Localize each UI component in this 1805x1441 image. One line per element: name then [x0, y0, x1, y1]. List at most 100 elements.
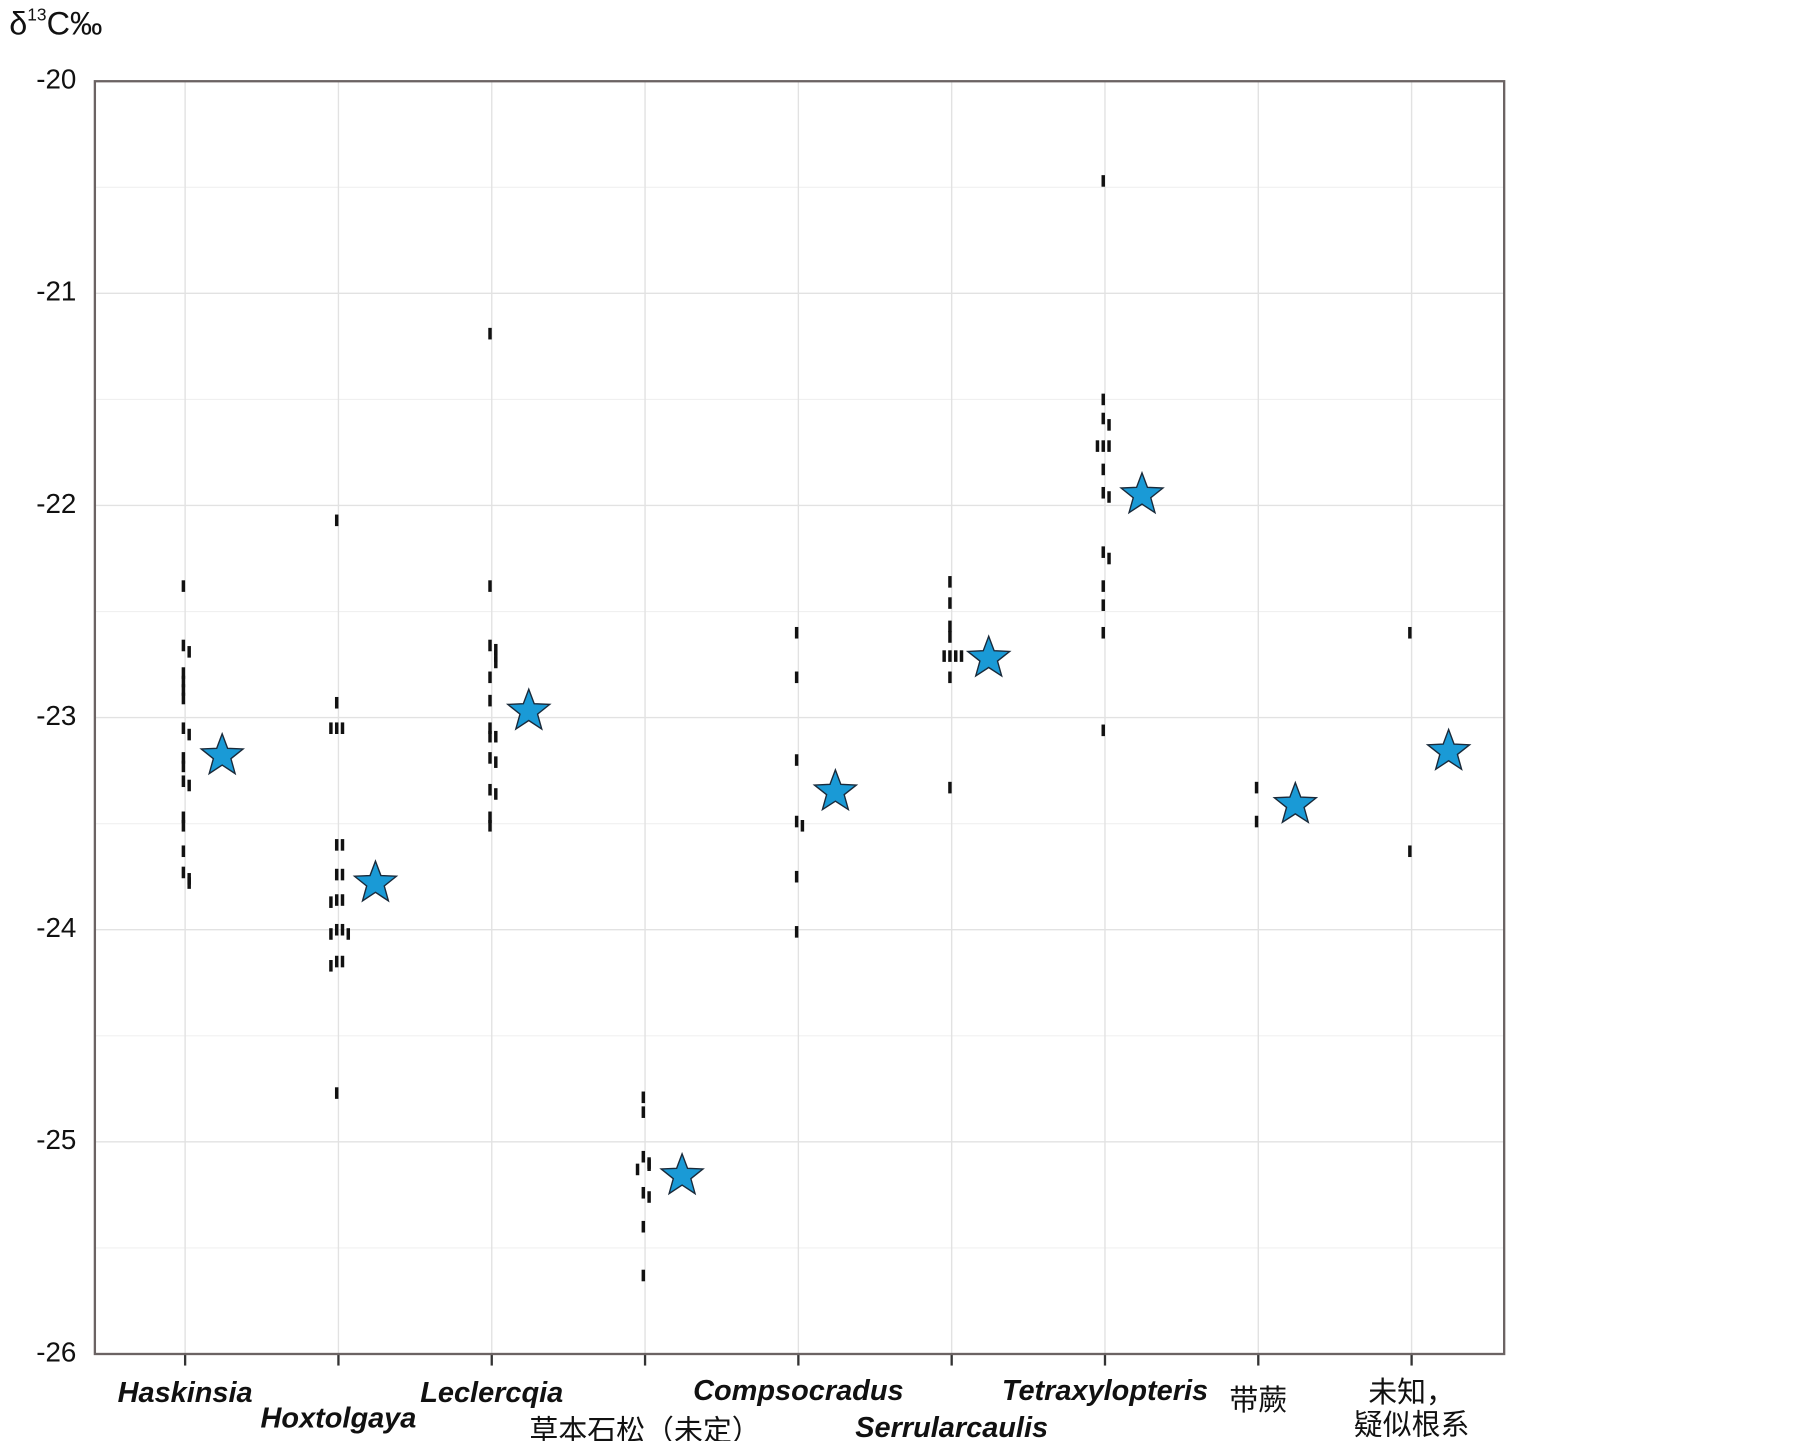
data-point — [340, 894, 345, 906]
mean-star — [1272, 780, 1319, 824]
data-point — [1101, 440, 1105, 452]
data-point — [794, 626, 799, 639]
x-tick-label: Tetraxylopteris — [1002, 1375, 1208, 1407]
data-point — [1101, 412, 1105, 425]
data-point — [334, 868, 339, 881]
data-point — [187, 646, 191, 658]
data-point — [181, 811, 186, 824]
mean-star — [352, 859, 399, 903]
data-point — [181, 692, 186, 705]
data-point — [1101, 599, 1105, 611]
data-point — [329, 722, 333, 734]
data-point — [334, 1087, 339, 1099]
data-point — [181, 752, 186, 764]
data-point — [334, 923, 339, 936]
data-point — [1408, 845, 1412, 858]
mean-star — [659, 1151, 705, 1196]
data-point — [488, 783, 492, 796]
data-point — [334, 722, 339, 734]
data-point — [488, 820, 492, 832]
data-point — [647, 1191, 651, 1203]
y-tick-label: -21 — [36, 276, 76, 307]
x-tick-label: Leclercqia — [420, 1377, 563, 1409]
x-tick-label: Serrularcaulis — [855, 1412, 1048, 1441]
data-point — [488, 752, 492, 764]
data-point — [488, 671, 492, 684]
data-point — [494, 650, 498, 662]
data-point — [1101, 393, 1105, 406]
x-tick-label: 草本石松（未定） — [529, 1415, 760, 1441]
data-point — [948, 631, 952, 643]
data-point — [181, 775, 186, 788]
data-point — [488, 639, 492, 652]
data-point — [641, 1220, 646, 1233]
data-point — [488, 580, 492, 592]
data-point — [494, 756, 498, 768]
data-point — [329, 928, 333, 940]
mean-star — [812, 767, 859, 812]
mean-star — [505, 687, 552, 731]
data-point — [800, 820, 805, 832]
data-point — [334, 839, 339, 851]
y-title-sup: 13 — [27, 4, 46, 24]
data-point — [181, 845, 186, 858]
data-point — [329, 896, 333, 908]
data-point — [488, 730, 492, 743]
data-point — [948, 620, 952, 633]
data-point — [340, 955, 345, 968]
data-point — [329, 960, 333, 972]
y-tick-label: -26 — [36, 1336, 76, 1367]
data-point — [181, 675, 186, 688]
data-point — [953, 650, 958, 662]
data-point — [187, 728, 191, 741]
data-point — [1254, 815, 1259, 828]
plot-frame — [93, 80, 1506, 1356]
data-point — [1107, 419, 1111, 431]
data-point — [948, 597, 952, 609]
data-point — [794, 926, 799, 938]
data-point — [488, 327, 492, 340]
data-point — [334, 955, 339, 968]
data-point — [1101, 626, 1105, 639]
data-point — [1107, 491, 1111, 503]
data-point — [641, 1150, 646, 1163]
data-point — [340, 722, 345, 734]
data-point — [1095, 440, 1100, 452]
data-point — [1101, 546, 1105, 558]
data-point — [181, 580, 186, 592]
y-title-prefix: δ — [9, 5, 27, 41]
data-point — [1107, 552, 1111, 565]
x-tick-label: Compsocradus — [693, 1375, 903, 1407]
data-point — [494, 730, 498, 743]
data-point — [340, 923, 345, 936]
x-tick-label: Haskinsia — [118, 1377, 253, 1409]
data-point — [794, 754, 799, 766]
data-point — [1101, 580, 1105, 592]
data-point — [641, 1269, 646, 1282]
data-point — [794, 815, 799, 828]
data-point — [794, 671, 799, 684]
mean-star — [199, 731, 245, 776]
data-point — [959, 650, 964, 662]
data-point — [488, 811, 492, 824]
data-point — [181, 667, 186, 679]
data-point — [181, 722, 186, 734]
data-point — [635, 1163, 640, 1176]
data-point — [488, 694, 492, 707]
data-point — [794, 870, 799, 883]
data-point — [641, 1186, 646, 1199]
mean-star — [965, 634, 1012, 678]
data-point — [647, 1159, 651, 1171]
y-tick-label: -25 — [36, 1124, 76, 1155]
data-point — [334, 696, 339, 709]
mean-star — [1425, 727, 1472, 771]
data-point — [334, 514, 339, 527]
x-tick-label: 疑似根系 — [1354, 1410, 1470, 1441]
y-axis-title: δ13C‰ — [9, 4, 102, 41]
data-point — [494, 656, 498, 669]
data-point — [187, 779, 191, 792]
data-point — [1101, 724, 1105, 737]
data-point — [181, 639, 186, 652]
